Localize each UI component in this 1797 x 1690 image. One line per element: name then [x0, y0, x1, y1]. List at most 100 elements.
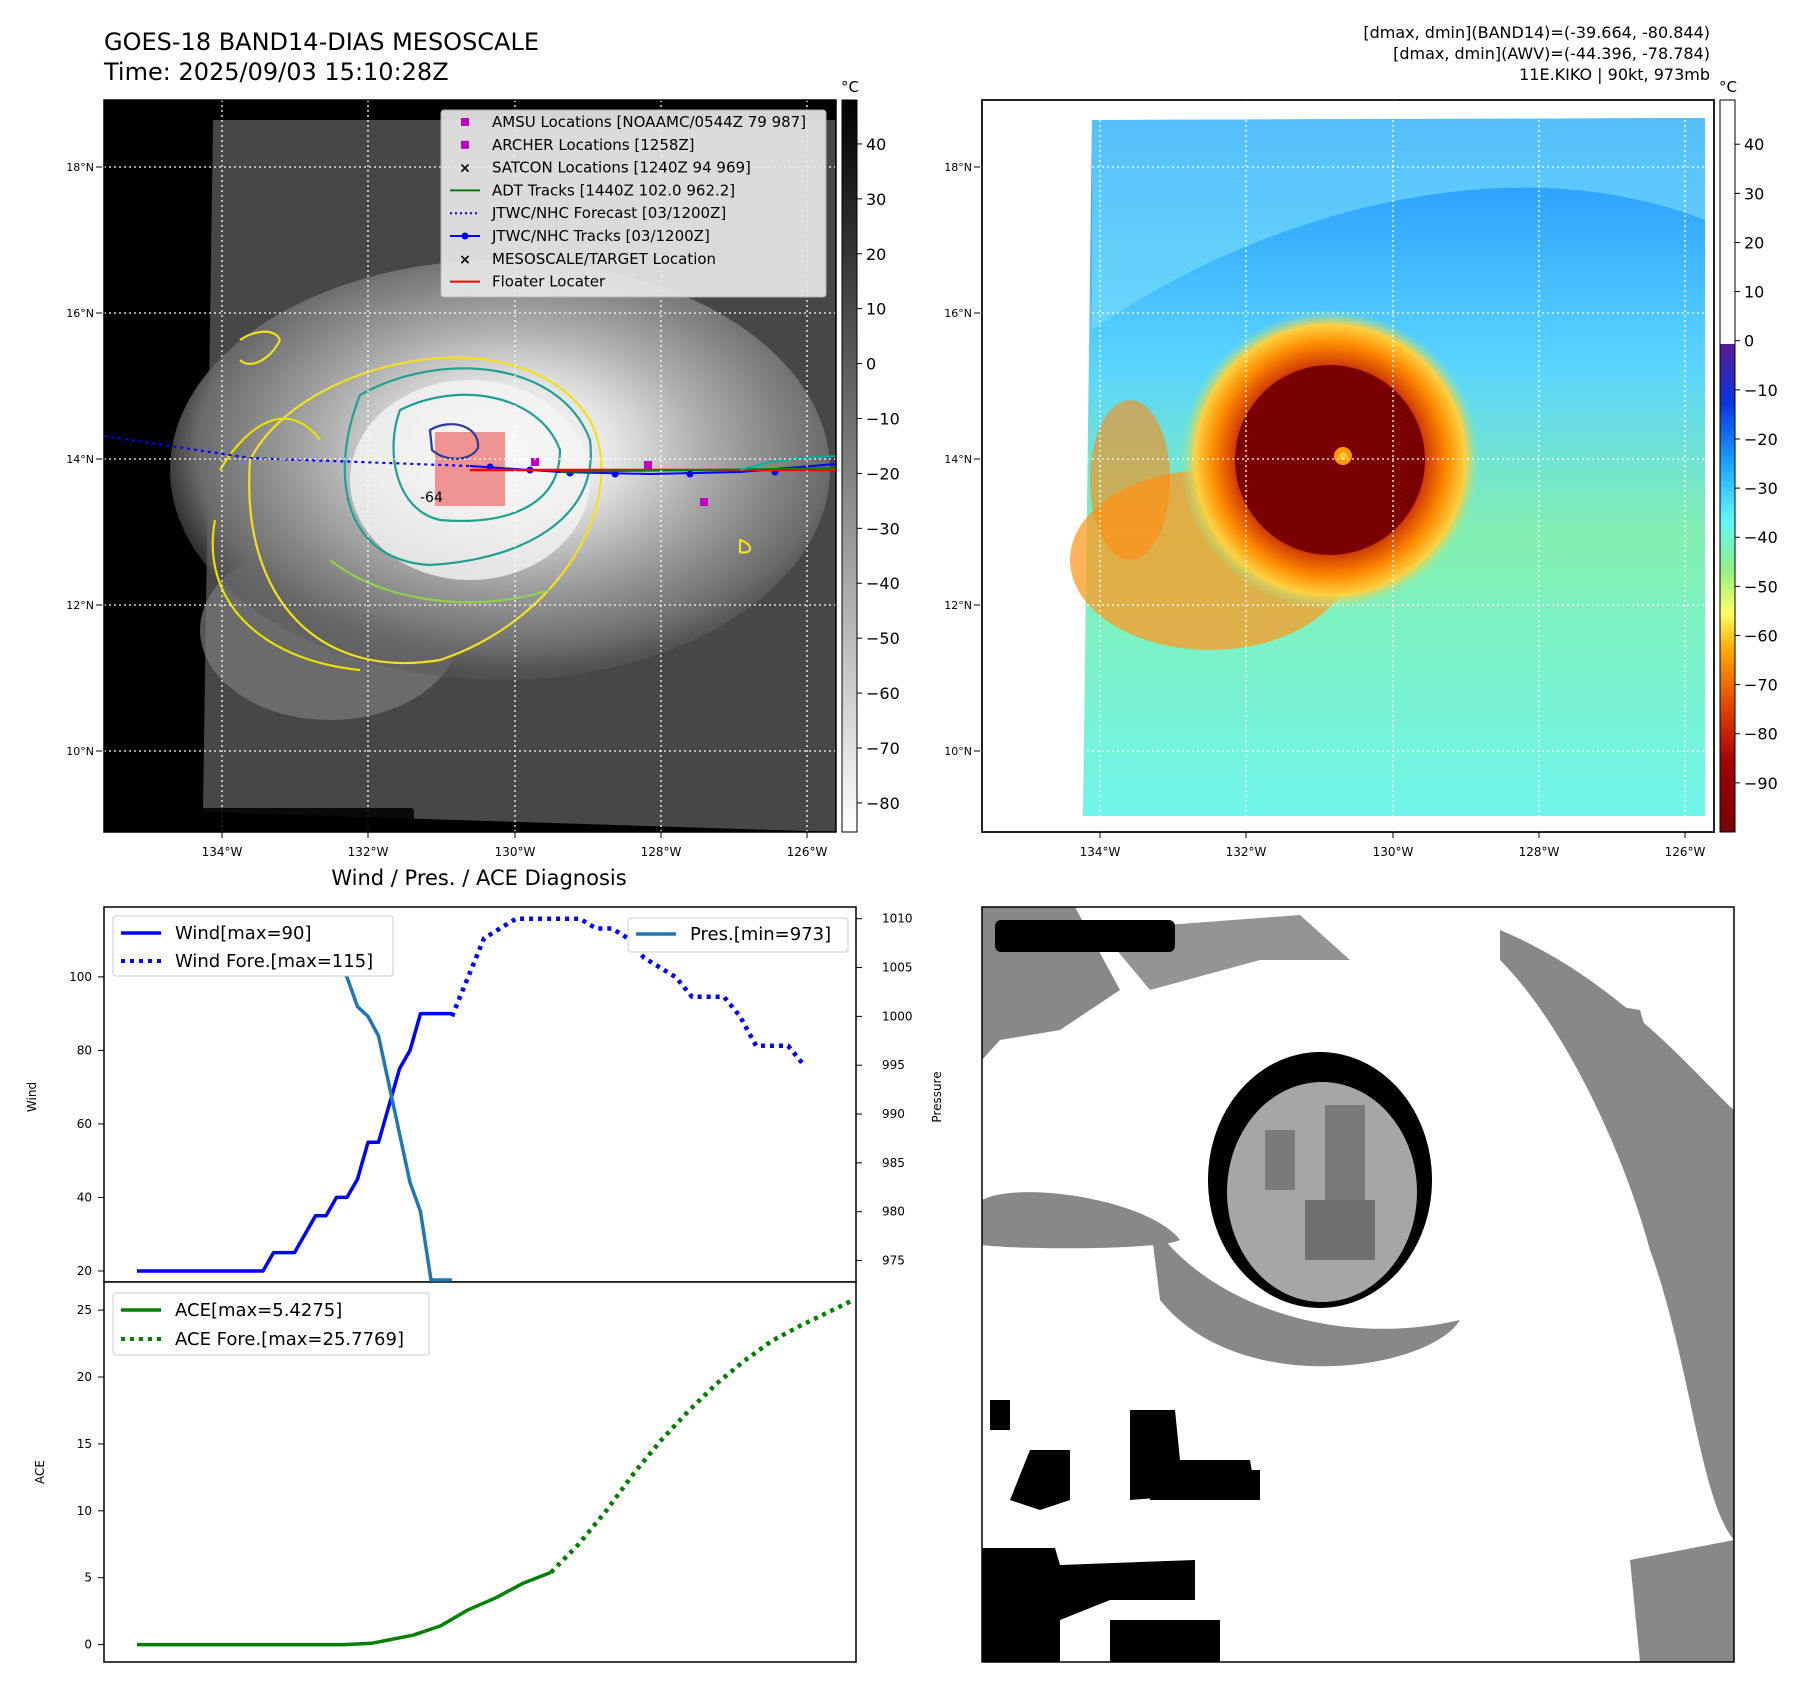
grayscale-colorbar — [841, 99, 858, 833]
right-map-lat-label: 10°N — [944, 745, 972, 758]
color-colorbar-tick: −50 — [1744, 577, 1778, 596]
right-map-lon-label: 126°W — [1665, 845, 1706, 859]
legend-label: ARCHER Locations [1258Z] — [492, 136, 695, 154]
legend-item: × MESOSCALE/TARGET Location — [459, 250, 716, 268]
stats-storm: 11E.KIKO | 90kt, 973mb — [1519, 65, 1710, 84]
ace-ytick: 10 — [77, 1504, 92, 1518]
color-colorbar-tick: 40 — [1744, 135, 1764, 154]
gray-colorbar-tick: −50 — [866, 629, 900, 648]
colorbar-unit-color: °C — [1719, 78, 1737, 96]
legend-label: SATCON Locations [1240Z 94 969] — [492, 159, 751, 177]
gray-colorbar-tick: −20 — [866, 464, 900, 483]
ace-series — [549, 1297, 856, 1574]
color-colorbar-tick: −80 — [1744, 725, 1778, 744]
wind-axis-label: Wind — [25, 1082, 39, 1112]
wind-fore-legend-label: Wind Fore.[max=115] — [175, 951, 373, 972]
legend-item: × SATCON Locations [1240Z 94 969] — [459, 159, 751, 177]
right-map-lat-label: 18°N — [944, 161, 972, 174]
wmg-count-label: WMG Count: 0 — [1003, 926, 1156, 948]
legend-item: AMSU Locations [NOAAMC/0544Z 79 987] — [461, 113, 806, 131]
right-map-lon-label: 132°W — [1226, 845, 1267, 859]
gray-colorbar-tick: 20 — [866, 245, 886, 264]
legend-dot-marker — [461, 232, 469, 240]
ace-ytick: 20 — [77, 1370, 92, 1384]
legend-label: JTWC/NHC Tracks [03/1200Z] — [491, 227, 710, 245]
contour-label: -64 — [420, 490, 443, 506]
stats-awv: [dmax, dmin](AWV)=(-44.396, -78.784) — [1393, 44, 1710, 63]
legend-item: JTWC/NHC Forecast [03/1200Z] — [450, 204, 726, 222]
legend-label: MESOSCALE/TARGET Location — [492, 250, 716, 268]
ace-ytick: 5 — [84, 1571, 92, 1585]
ace-ytick: 0 — [84, 1638, 92, 1652]
right-map-lat-label: 14°N — [944, 453, 972, 466]
ace-series — [137, 1570, 552, 1647]
color-colorbar-tick: −90 — [1744, 774, 1778, 793]
ace-fore-legend-label: ACE Fore.[max=25.7769] — [175, 1329, 404, 1350]
legend-square-marker — [461, 118, 469, 126]
pressure-axis-label: Pressure — [930, 1071, 944, 1122]
left-map-lon-label: 128°W — [641, 845, 682, 859]
gray-colorbar-tick: 40 — [866, 135, 886, 154]
pressure-ytick: 1005 — [882, 961, 913, 975]
left-map-lon-label: 134°W — [202, 845, 243, 859]
wind-ytick: 100 — [69, 970, 92, 984]
legend-x-marker: × — [459, 161, 471, 177]
color-colorbar-tick: −30 — [1744, 479, 1778, 498]
wind-ytick: 80 — [77, 1043, 92, 1057]
wind-legend: Wind[max=90] Wind Fore.[max=115] — [112, 915, 394, 977]
ace-axis-label: ACE — [33, 1460, 47, 1484]
color-colorbar-tick: 10 — [1744, 283, 1764, 302]
gray-colorbar-tick: 30 — [866, 190, 886, 209]
right-map-lat-label: 16°N — [944, 307, 972, 320]
legend-item: JTWC/NHC Tracks [03/1200Z] — [450, 227, 710, 245]
left-map-lon-label: 130°W — [495, 845, 536, 859]
wind-legend-label: Wind[max=90] — [175, 923, 312, 944]
gray-colorbar-tick: −30 — [866, 519, 900, 538]
legend-item: ADT Tracks [1440Z 102.0 962.2] — [450, 181, 735, 199]
right-map-lon-label: 134°W — [1080, 845, 1121, 859]
legend-label: ADT Tracks [1440Z 102.0 962.2] — [492, 181, 735, 199]
left-map-lon-label: 132°W — [348, 845, 389, 859]
right-map-lon-label: 130°W — [1373, 845, 1414, 859]
legend-label: AMSU Locations [NOAAMC/0544Z 79 987] — [492, 113, 806, 131]
colorbar-unit-gray: °C — [841, 78, 859, 96]
pressure-ytick: 980 — [882, 1205, 905, 1219]
color-colorbar-tick: −10 — [1744, 381, 1778, 400]
color-colorbar — [1719, 99, 1736, 833]
pressure-ytick: 985 — [882, 1156, 905, 1170]
left-map-lat-label: 12°N — [66, 599, 94, 612]
pressure-ytick: 1000 — [882, 1009, 913, 1023]
left-map-lat-label: 14°N — [66, 453, 94, 466]
gray-colorbar-tick: −40 — [866, 574, 900, 593]
legend-label: JTWC/NHC Forecast [03/1200Z] — [491, 204, 726, 222]
color-colorbar-tick: 0 — [1744, 332, 1754, 351]
pressure-ytick: 975 — [882, 1254, 905, 1268]
wind-ytick: 20 — [77, 1264, 92, 1278]
color-colorbar-tick: −40 — [1744, 528, 1778, 547]
gray-colorbar-tick: −70 — [866, 739, 900, 758]
legend-item: ARCHER Locations [1258Z] — [461, 136, 695, 154]
gray-colorbar-tick: −80 — [866, 794, 900, 813]
wind-pressure-series — [137, 1011, 452, 1273]
map-legend — [440, 109, 827, 298]
left-map-lat-label: 16°N — [66, 307, 94, 320]
legend-x-marker: × — [459, 252, 471, 268]
pressure-ytick: 990 — [882, 1107, 905, 1121]
figure-time: Time: 2025/09/03 15:10:28Z — [103, 58, 449, 86]
wind-ytick: 40 — [77, 1190, 92, 1204]
ace-legend: ACE[max=5.4275] ACE Fore.[max=25.7769] — [112, 1292, 430, 1356]
ace-legend-label: ACE[max=5.4275] — [175, 1300, 342, 1321]
ace-ytick: 15 — [77, 1437, 92, 1451]
legend-square-marker — [461, 140, 469, 149]
left-map-lat-label: 18°N — [66, 161, 94, 174]
gray-colorbar-tick: −10 — [866, 409, 900, 428]
color-colorbar-tick: −20 — [1744, 430, 1778, 449]
stats-band14: [dmax, dmin](BAND14)=(-39.664, -80.844) — [1363, 23, 1710, 42]
figure-title: GOES-18 BAND14-DIAS MESOSCALE — [104, 28, 539, 56]
legend-label: Floater Locater — [492, 273, 606, 291]
pressure-ytick: 995 — [882, 1058, 905, 1072]
gray-colorbar-tick: 10 — [866, 300, 886, 319]
color-enhanced-map — [981, 99, 1715, 833]
wind-ytick: 60 — [77, 1117, 92, 1131]
